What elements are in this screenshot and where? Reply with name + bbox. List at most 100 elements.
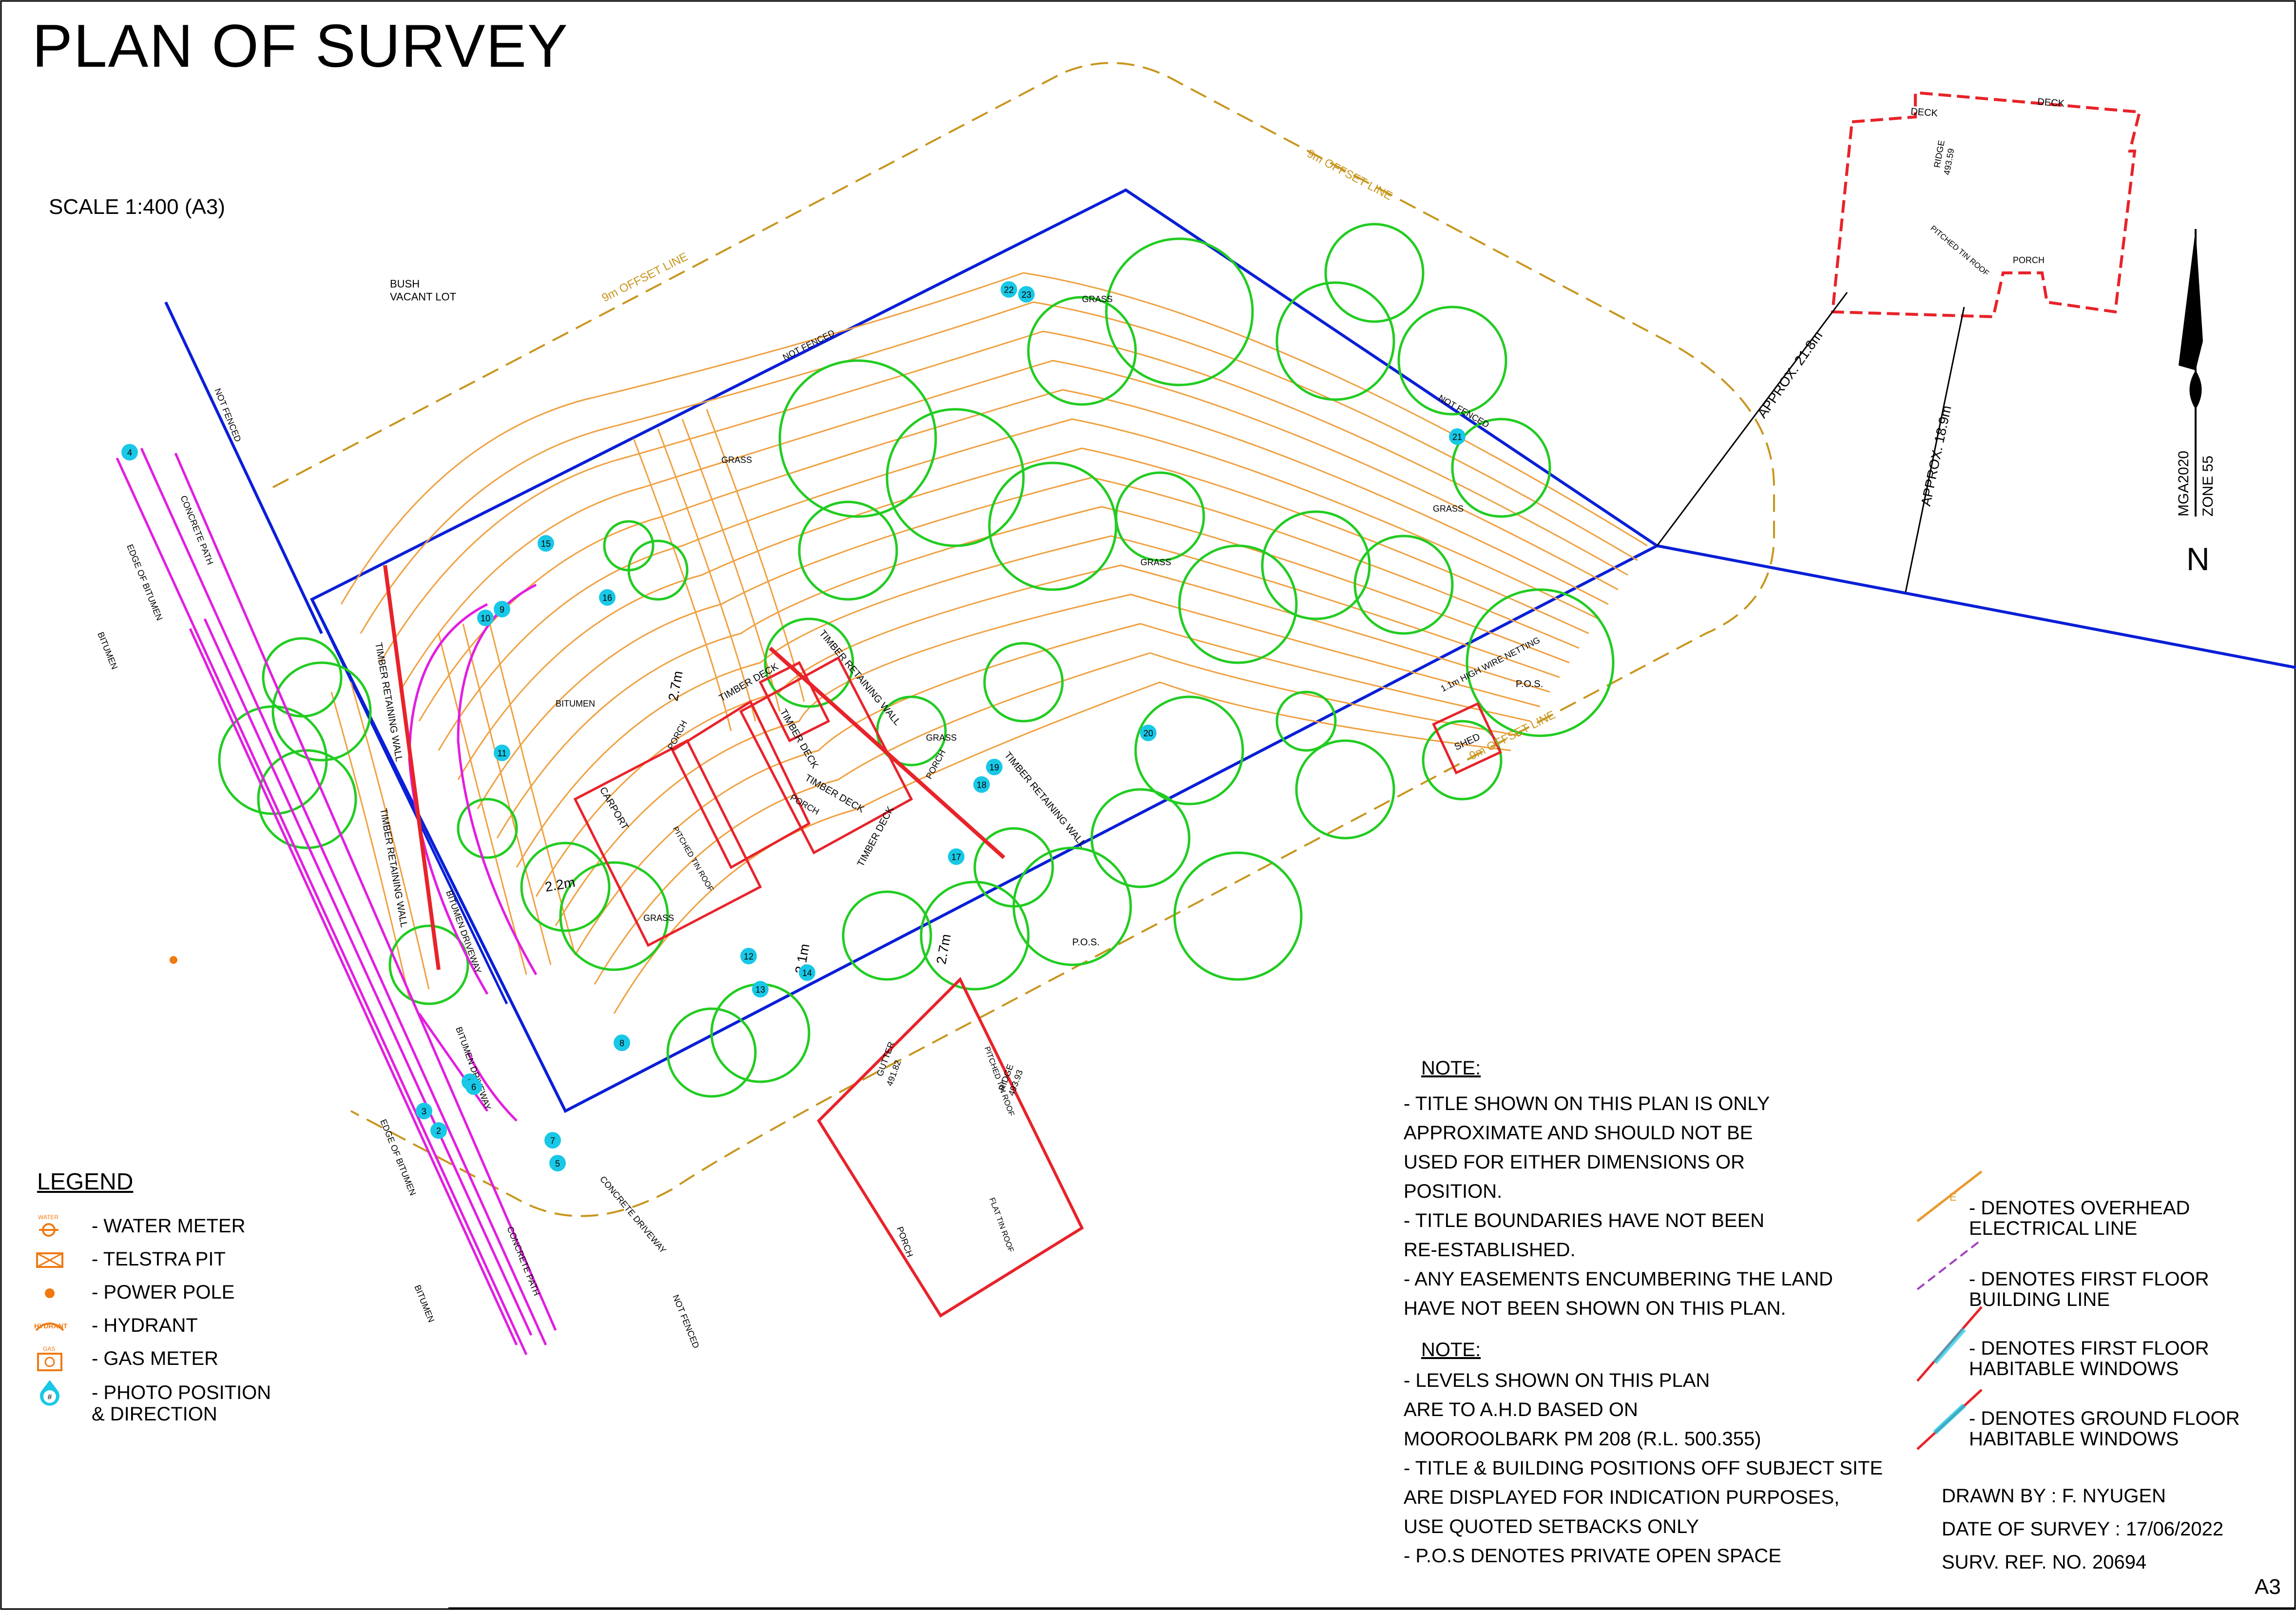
photo-marker: 2 [430, 1122, 447, 1139]
legend-label: - PHOTO POSITION & DIRECTION [92, 1382, 271, 1425]
label-edge-of-bitumen-1: EDGE OF BITUMEN [125, 543, 164, 622]
label-grass-1: GRASS [721, 455, 752, 465]
svg-text:12: 12 [744, 952, 753, 961]
svg-text:11: 11 [498, 748, 507, 758]
note-item: - ANY EASEMENTS ENCUMBERING THE LAND HAV… [1404, 1268, 1833, 1319]
legend-label: - TELSTRA PIT [92, 1248, 226, 1270]
label-porch-5: PORCH [2013, 255, 2045, 265]
svg-text:7: 7 [550, 1136, 555, 1146]
photo-marker: 22 [1001, 281, 1017, 298]
legend-item-hydrant: HYDRANT - HYDRANT [29, 1312, 302, 1341]
label-bitumen-driveway-2: BITUMEN DRIVEWAY [454, 1026, 493, 1112]
subject-buildings [383, 565, 1502, 970]
svg-text:HYDRANT: HYDRANT [34, 1322, 68, 1330]
photo-marker: 21 [1449, 428, 1466, 445]
label-grass-2: GRASS [1082, 294, 1113, 304]
notes-heading: NOTE: [1421, 1057, 1481, 1079]
north-datum: MGA2020 [2176, 451, 2192, 517]
svg-text:16: 16 [602, 593, 612, 603]
svg-text:17: 17 [951, 852, 961, 862]
svg-text:#: # [48, 1393, 52, 1401]
water-meter-icon: WATER [38, 1214, 58, 1237]
photo-position-icon: # [40, 1380, 59, 1406]
svg-text:3: 3 [422, 1107, 426, 1116]
contour-lines [330, 272, 1648, 1014]
label-concrete-driveway: CONCRETE DRIVEWAY [598, 1174, 668, 1255]
svg-text:2: 2 [436, 1126, 441, 1136]
trees [218, 223, 1615, 1098]
legend-item-photo-position: # - PHOTO POSITION & DIRECTION [29, 1379, 302, 1425]
label-pitched-roof-site: PITCHED TIN ROOF [671, 825, 715, 893]
ground-floor-window-icon [1916, 1389, 1983, 1450]
label-flat-roof: FLAT TIN ROOF [987, 1197, 1015, 1254]
svg-text:21: 21 [1452, 432, 1462, 442]
photo-marker: 4 [121, 444, 138, 460]
date-of-survey: DATE OF SURVEY : 17/06/2022 [1942, 1518, 2224, 1540]
svg-text:WATER: WATER [38, 1214, 58, 1221]
site-boundary [309, 188, 1660, 1113]
photo-marker: 8 [614, 1035, 630, 1051]
svg-text:15: 15 [541, 539, 551, 549]
neighbour-buildings [817, 91, 2142, 1318]
label-pitched-roof-neighbour: PITCHED TIN ROOF [1929, 224, 1990, 278]
photo-marker: 23 [1018, 286, 1035, 303]
legend-item-water-meter: WATER - WATER METER [29, 1212, 302, 1242]
label-deck-1: DECK [1910, 106, 1939, 119]
label-bitumen-road-2: BITUMEN [412, 1284, 436, 1324]
sheet-size-label: A3 [2255, 1575, 2281, 1599]
hydrant-icon: HYDRANT [34, 1322, 68, 1331]
label-not-fenced-north: NOT FENCED [781, 328, 836, 363]
key-ground-floor-windows [1915, 1388, 1984, 1451]
label-grass-6: GRASS [643, 913, 674, 923]
road-edges [189, 618, 533, 1346]
label-bitumen-site: BITUMEN [556, 699, 595, 709]
label-pos-2: P.O.S. [1072, 937, 1100, 948]
svg-text:18: 18 [977, 780, 986, 790]
photo-marker: 7 [544, 1132, 561, 1149]
svg-text:9: 9 [500, 605, 504, 614]
page-title: PLAN OF SURVEY [32, 13, 569, 80]
north-letter: N [2186, 541, 2210, 577]
label-dim-27a: 2.7m [665, 670, 685, 702]
key-label: - DENOTES GROUND FLOOR HABITABLE WINDOWS [1969, 1408, 2240, 1450]
setback-leaders [1656, 292, 1965, 593]
label-not-fenced-south: NOT FENCED [671, 1293, 701, 1350]
power-pole-icon [45, 1288, 55, 1298]
first-floor-window-icon [1916, 1306, 1983, 1382]
notes-block-1: NOTE: - TITLE SHOWN ON THIS PLAN IS ONLY… [1404, 1057, 1940, 1323]
photo-marker: 18 [973, 776, 990, 793]
label-grass-3: GRASS [1140, 557, 1171, 567]
label-deck-2: DECK [2037, 96, 2065, 109]
label-porch-3: PORCH [924, 748, 947, 781]
svg-text:19: 19 [989, 763, 999, 772]
svg-text:10: 10 [481, 613, 490, 623]
key-overhead-electrical-line: E [1915, 1169, 1984, 1223]
legend-item-power-pole: - POWER POLE [29, 1279, 302, 1308]
photo-marker: 14 [799, 964, 815, 981]
survey-reference: SURV. REF. NO. 20694 [1942, 1552, 2147, 1573]
north-zone: ZONE 55 [2200, 456, 2216, 517]
gas-meter-icon: GAS [37, 1345, 62, 1371]
label-grass-4: GRASS [1433, 504, 1464, 514]
photo-marker: 10 [477, 610, 494, 626]
photo-marker: 19 [986, 759, 1003, 775]
key-first-floor-windows [1915, 1305, 1984, 1383]
svg-text:E: E [1949, 1191, 1957, 1203]
photo-marker: 12 [740, 948, 757, 964]
photo-marker: 20 [1140, 725, 1157, 741]
svg-text:14: 14 [802, 968, 812, 978]
photo-markers: 1 2 3 4 5 6 7 8 9 10 11 12 13 14 15 16 1… [121, 281, 1466, 1171]
north-arrow-icon [2179, 229, 2203, 517]
label-bush-vacant-lot: BUSH VACANT LOT [390, 278, 456, 303]
svg-text:6: 6 [471, 1082, 476, 1092]
legend-label: - POWER POLE [92, 1282, 235, 1303]
label-approx-21: APPROX. 21.8m [1755, 328, 1826, 421]
photo-marker: 6 [465, 1078, 482, 1095]
offset-line [272, 62, 1775, 1217]
svg-text:13: 13 [755, 985, 765, 995]
photo-marker: 16 [599, 589, 616, 606]
label-offset-line-east: 9m OFFSET LINE [1305, 147, 1394, 203]
photo-marker: 3 [416, 1103, 432, 1119]
